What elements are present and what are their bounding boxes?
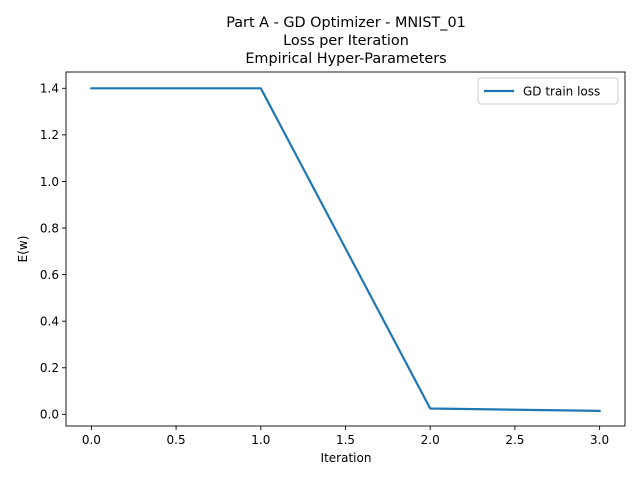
y-tick-label: 1.2 <box>40 128 59 142</box>
chart-title-line-1: Part A - GD Optimizer - MNIST_01 <box>226 15 466 31</box>
y-tick-label: 1.4 <box>40 82 59 96</box>
y-tick-label: 0.2 <box>40 361 59 375</box>
x-tick-label: 1.5 <box>336 433 355 447</box>
x-axis: 0.0 0.5 1.0 1.5 2.0 2.5 3.0 <box>82 426 609 447</box>
x-tick-label: 3.0 <box>590 433 609 447</box>
y-axis-label: E(w) <box>16 236 30 263</box>
chart-title-line-3: Empirical Hyper-Parameters <box>245 51 446 67</box>
series-line-gd-train-loss <box>90 87 601 412</box>
y-tick-label: 0.4 <box>40 314 59 328</box>
legend: GD train loss <box>477 77 619 105</box>
chart-title-line-2: Loss per Iteration <box>283 33 409 49</box>
y-tick-label: 0.8 <box>40 221 59 235</box>
x-tick-label: 1.0 <box>251 433 270 447</box>
x-tick-label: 0.5 <box>167 433 186 447</box>
plot-area <box>90 87 601 412</box>
y-tick-label: 1.0 <box>40 175 59 189</box>
y-axis: 0.0 0.2 0.4 0.6 0.8 1.0 1.2 1.4 <box>40 82 66 422</box>
x-tick-label: 2.5 <box>505 433 524 447</box>
chart-title: Part A - GD Optimizer - MNIST_01 Loss pe… <box>226 15 466 67</box>
x-axis-label: Iteration <box>321 451 372 465</box>
legend-box <box>477 77 619 105</box>
legend-label-gd-train-loss: GD train loss <box>523 85 600 99</box>
x-tick-label: 0.0 <box>82 433 101 447</box>
y-tick-label: 0.6 <box>40 268 59 282</box>
x-tick-label: 2.0 <box>421 433 440 447</box>
y-tick-label: 0.0 <box>40 408 59 422</box>
